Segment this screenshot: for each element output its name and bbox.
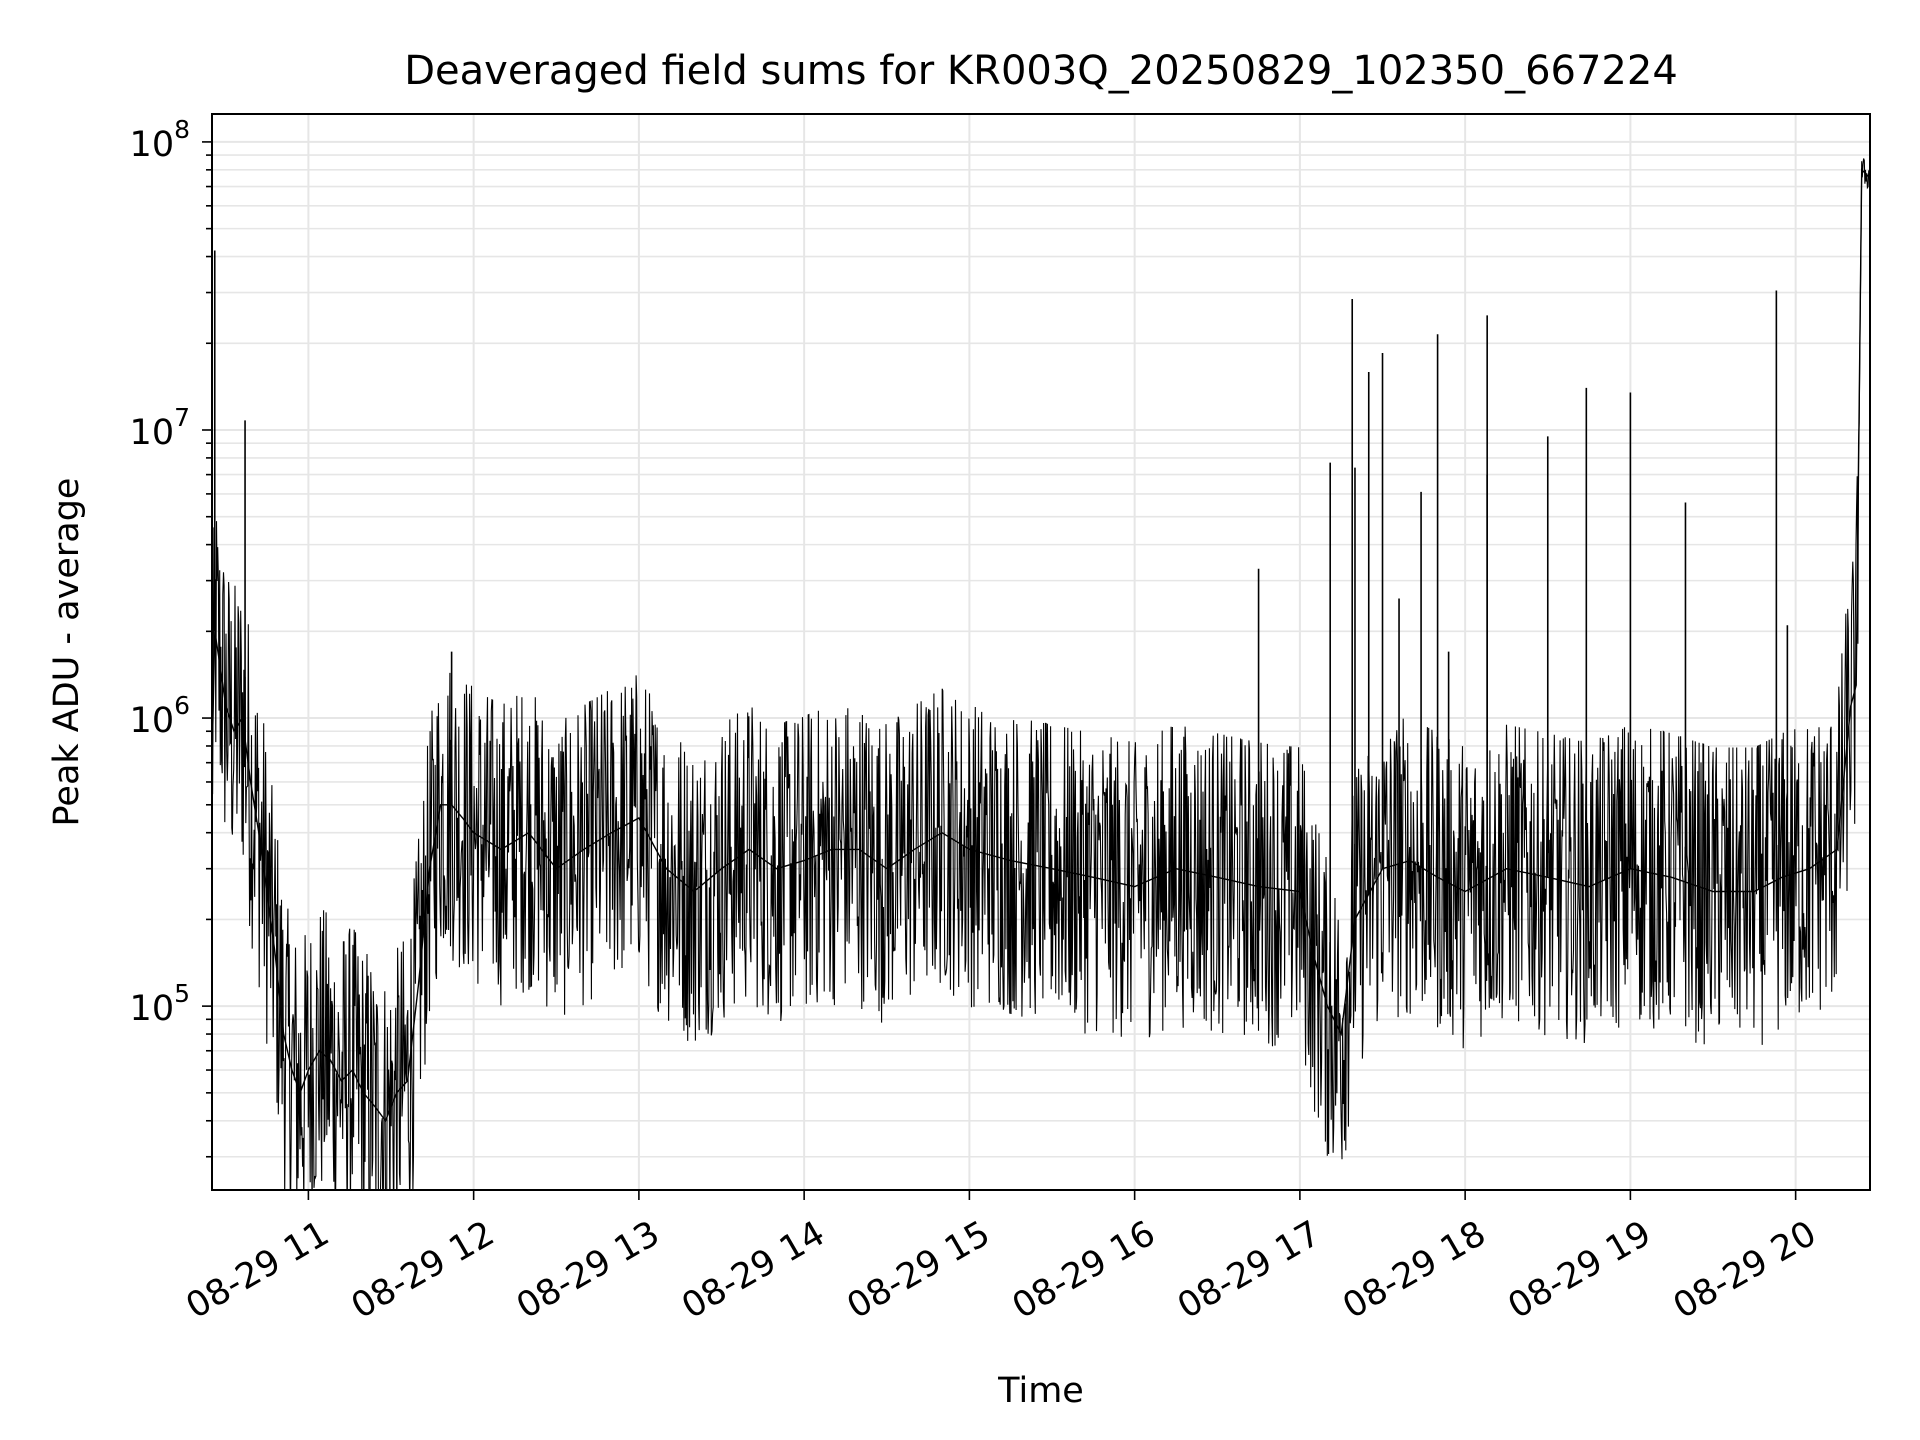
series-group	[212, 158, 1870, 1190]
y-tick-exponent: 6	[174, 691, 190, 720]
x-tick-label: 08-29 19	[1502, 1214, 1658, 1327]
series-trend-line	[212, 168, 1870, 1123]
x-tick-label: 08-29 14	[675, 1214, 831, 1327]
x-tick-label: 08-29 12	[345, 1214, 501, 1327]
x-tick-label: 08-29 17	[1171, 1214, 1327, 1327]
x-tick-label: 08-29 13	[510, 1214, 666, 1327]
chart-title: Deaveraged field sums for KR003Q_2025082…	[404, 48, 1678, 94]
y-tick-label: 108	[130, 115, 190, 165]
x-tick-label: 08-29 11	[180, 1214, 336, 1327]
x-tick-label: 08-29 16	[1006, 1214, 1162, 1327]
y-tick-base: 10	[130, 413, 175, 453]
y-tick-label: 106	[130, 691, 190, 741]
y-tick-base: 10	[130, 701, 175, 741]
series-line	[212, 158, 1870, 1190]
y-tick-label: 107	[130, 403, 190, 453]
plot-frame	[211, 113, 1871, 1191]
y-tick-label: 105	[130, 979, 190, 1029]
x-tick-label: 08-29 18	[1336, 1214, 1492, 1327]
x-axis-label: Time	[997, 1371, 1084, 1411]
data-layer	[212, 158, 1870, 1190]
y-axis-label: Peak ADU - average	[47, 478, 87, 827]
y-tick-exponent: 5	[174, 979, 190, 1008]
grid	[212, 114, 1870, 1190]
x-tick-label: 08-29 15	[841, 1214, 997, 1327]
y-tick-exponent: 8	[174, 115, 190, 144]
y-tick-base: 10	[130, 125, 175, 165]
y-tick-exponent: 7	[174, 403, 190, 432]
x-tick-label: 08-29 20	[1667, 1214, 1823, 1327]
y-tick-base: 10	[130, 989, 175, 1029]
